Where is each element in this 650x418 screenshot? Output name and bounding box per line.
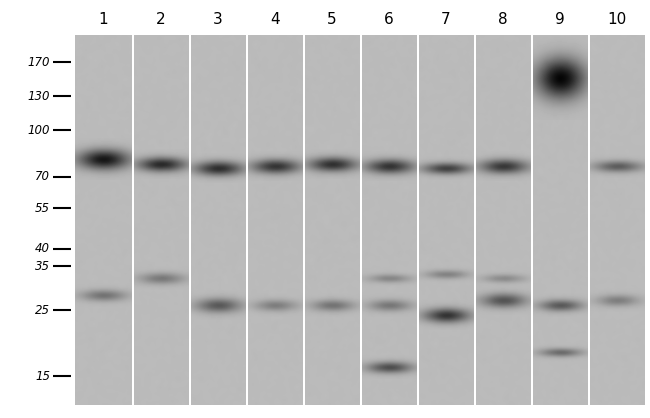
Text: 5: 5 bbox=[327, 12, 337, 27]
Text: 55: 55 bbox=[35, 201, 50, 214]
Text: 10: 10 bbox=[607, 12, 627, 27]
Text: 25: 25 bbox=[35, 303, 50, 316]
Text: 40: 40 bbox=[35, 242, 50, 255]
Text: 8: 8 bbox=[498, 12, 508, 27]
Text: 7: 7 bbox=[441, 12, 451, 27]
Text: 100: 100 bbox=[27, 123, 50, 137]
Text: 3: 3 bbox=[213, 12, 223, 27]
Text: 9: 9 bbox=[555, 12, 565, 27]
Text: 2: 2 bbox=[156, 12, 166, 27]
Text: 70: 70 bbox=[35, 171, 50, 184]
Text: 170: 170 bbox=[27, 56, 50, 69]
Text: 15: 15 bbox=[35, 370, 50, 382]
Text: 4: 4 bbox=[270, 12, 280, 27]
Text: 130: 130 bbox=[27, 89, 50, 102]
Text: 1: 1 bbox=[98, 12, 108, 27]
Text: 35: 35 bbox=[35, 260, 50, 273]
Text: 6: 6 bbox=[384, 12, 394, 27]
